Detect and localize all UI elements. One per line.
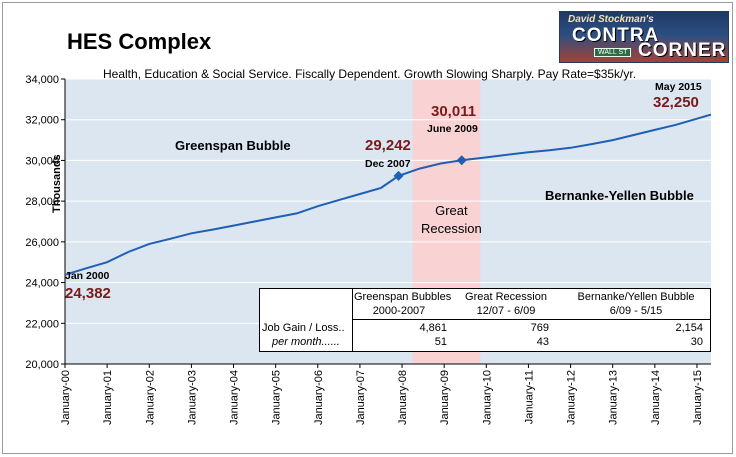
table-header-rule — [352, 319, 710, 320]
start-date-label: Jan 2000 — [65, 270, 110, 282]
job-gain-table: Greenspan Bubbles 2000-2007 Great Recess… — [259, 288, 711, 352]
dec-2007-date-label: Dec 2007 — [365, 158, 411, 170]
x-tick-label: January-02 — [144, 370, 156, 425]
x-tick-label: January-05 — [271, 370, 283, 425]
table-header-3-line-2: 6/09 - 5/15 — [609, 305, 663, 317]
table-cell: 51 — [434, 336, 447, 348]
logo-line-1: David Stockman's — [568, 14, 654, 25]
logo-sign: WALL ST — [594, 48, 632, 57]
table-row-label: Job Gain / Loss.. — [262, 322, 345, 334]
y-tick-label: 30,000 — [25, 155, 59, 167]
x-tick-label: January-00 — [60, 370, 72, 425]
start-value-label: 24,382 — [65, 285, 111, 302]
dec-2007-value-label: 29,242 — [365, 137, 411, 154]
diamond-marker — [456, 155, 467, 166]
table-cell: 4,861 — [419, 322, 447, 334]
y-axis-label: Thousands — [51, 154, 63, 213]
x-tick-label: January-15 — [692, 370, 704, 425]
table-cell: 30 — [690, 336, 703, 348]
table-cell: 769 — [530, 322, 549, 334]
june-2009-date-label: June 2009 — [427, 123, 478, 135]
recession-label-line-2: Recession — [421, 221, 482, 236]
greenspan-bubble-label: Greenspan Bubble — [175, 138, 291, 153]
x-tick-label: January-08 — [397, 370, 409, 425]
table-header-2-line-2: 12/07 - 6/09 — [476, 305, 536, 317]
table-cell: 43 — [536, 336, 549, 348]
end-date-label: May 2015 — [655, 81, 702, 93]
y-tick-label: 26,000 — [25, 237, 59, 249]
x-tick-label: January-11 — [523, 370, 535, 424]
table-header-2-line-1: Great Recession — [465, 291, 547, 303]
table-header-1-line-2: 2000-2007 — [372, 305, 426, 317]
y-tick-label: 24,000 — [25, 278, 59, 290]
x-tick-label: January-10 — [481, 370, 493, 425]
x-tick-label: January-09 — [439, 370, 451, 425]
bernanke-yellen-bubble-label: Bernanke-Yellen Bubble — [545, 188, 694, 203]
logo-line-3: CORNER — [638, 40, 727, 61]
y-tick-label: 20,000 — [25, 359, 59, 371]
x-tick-label: January-07 — [355, 370, 367, 425]
table-header-1-line-1: Greenspan Bubbles — [354, 291, 452, 303]
table-divider — [352, 289, 353, 351]
y-tick-label: 22,000 — [25, 318, 59, 330]
x-tick-label: January-14 — [650, 370, 662, 425]
x-tick-label: January-12 — [566, 370, 578, 425]
chart-title: HES Complex — [67, 29, 212, 54]
x-tick-label: January-06 — [313, 370, 325, 425]
diamond-marker — [393, 170, 404, 181]
y-tick-label: 34,000 — [25, 74, 59, 86]
x-tick-label: January-01 — [102, 370, 114, 425]
table-row-label: per month...... — [272, 336, 340, 348]
table-header-3-line-1: Bernanke/Yellen Bubble — [577, 291, 695, 303]
recession-label: Great Recession — [421, 202, 482, 238]
x-tick-label: January-13 — [608, 370, 620, 425]
june-2009-value-label: 30,011 — [431, 103, 477, 120]
y-tick-label: 28,000 — [25, 196, 59, 208]
logo-line-2: CONTRA — [572, 25, 660, 46]
x-tick-label: January-03 — [186, 370, 198, 425]
series-line — [64, 113, 712, 276]
end-value-label: 32,250 — [653, 94, 699, 111]
table-cell: 2,154 — [675, 322, 703, 334]
contra-corner-logo: David Stockman's CONTRA WALL ST CORNER — [559, 11, 729, 63]
x-tick-label: January-04 — [229, 370, 241, 425]
recession-label-line-1: Great — [435, 203, 468, 218]
y-tick-label: 32,000 — [25, 115, 59, 127]
chart-subtitle: Health, Education & Social Service. Fisc… — [103, 67, 637, 81]
